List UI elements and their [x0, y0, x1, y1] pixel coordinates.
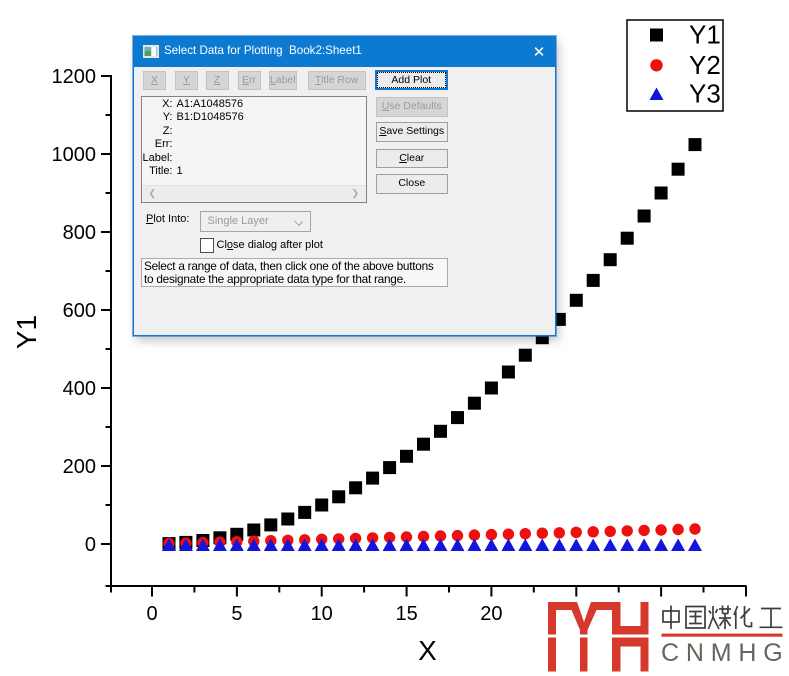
svg-text:Y1: Y1: [11, 315, 42, 349]
svg-text:Y1: Y1: [689, 20, 721, 50]
svg-text:1000: 1000: [52, 144, 97, 166]
svg-text:10: 10: [311, 603, 333, 625]
svg-text:0: 0: [85, 534, 96, 556]
svg-text:15: 15: [395, 603, 417, 625]
svg-text:CNMHG: CNMHG: [661, 639, 789, 667]
svg-text:Y2: Y2: [689, 50, 721, 80]
svg-text:200: 200: [63, 456, 96, 478]
svg-text:5: 5: [231, 603, 242, 625]
svg-text:20: 20: [480, 603, 502, 625]
svg-text:0: 0: [146, 603, 157, 625]
svg-text:Y3: Y3: [689, 79, 721, 109]
svg-text:1200: 1200: [52, 66, 97, 88]
svg-text:400: 400: [63, 378, 96, 400]
svg-text:800: 800: [63, 222, 96, 244]
svg-text:600: 600: [63, 300, 96, 322]
svg-text:X: X: [418, 635, 437, 666]
